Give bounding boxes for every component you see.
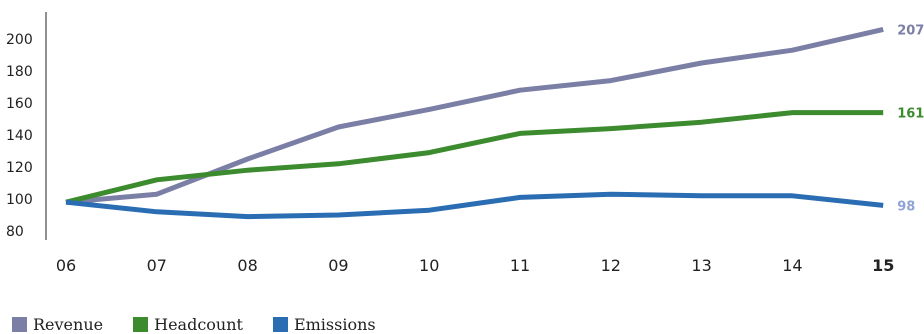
x-tick-label: 09 <box>328 256 348 275</box>
x-tick-label: 08 <box>237 256 257 275</box>
end-label-headcount: 161 <box>897 107 924 122</box>
y-tick-label: 200 <box>6 32 33 48</box>
x-axis-ticks: 06 07 08 09 10 11 12 13 14 15 <box>56 256 895 275</box>
x-tick-label: 07 <box>147 256 167 275</box>
x-tick-label: 11 <box>510 256 530 275</box>
y-tick-label: 180 <box>6 64 33 80</box>
end-label-revenue: 207 <box>897 23 924 38</box>
legend-item-emissions: Emissions <box>272 314 376 334</box>
end-label-emissions: 98 <box>897 199 915 214</box>
x-tick-label: 10 <box>419 256 439 275</box>
series-line-headcount <box>65 110 884 205</box>
y-axis-ticks: 80 100 120 140 160 180 200 <box>6 32 33 240</box>
x-tick-label: 12 <box>601 256 621 275</box>
end-labels: 207 161 98 <box>897 23 924 214</box>
x-tick-label: 14 <box>782 256 802 275</box>
y-tick-label: 160 <box>6 96 33 112</box>
x-tick-label: 15 <box>872 256 894 275</box>
y-tick-label: 100 <box>6 192 33 208</box>
x-tick-label: 13 <box>691 256 711 275</box>
legend-item-revenue: Revenue <box>12 315 103 334</box>
y-tick-label: 80 <box>6 224 24 240</box>
legend-label: Emissions <box>293 314 376 334</box>
y-tick-label: 140 <box>6 128 33 144</box>
legend-label: Revenue <box>33 314 104 334</box>
series-line-emissions <box>65 191 884 220</box>
legend-item-headcount: Headcount <box>133 315 243 334</box>
legend-swatch <box>12 316 27 332</box>
legend: Revenue Headcount Emissions <box>12 314 406 334</box>
legend-swatch <box>133 316 149 332</box>
legend-label: Headcount <box>154 314 243 334</box>
x-tick-label: 06 <box>56 256 76 275</box>
y-tick-label: 120 <box>6 160 33 176</box>
legend-swatch <box>272 316 288 332</box>
series-lines <box>65 26 884 220</box>
